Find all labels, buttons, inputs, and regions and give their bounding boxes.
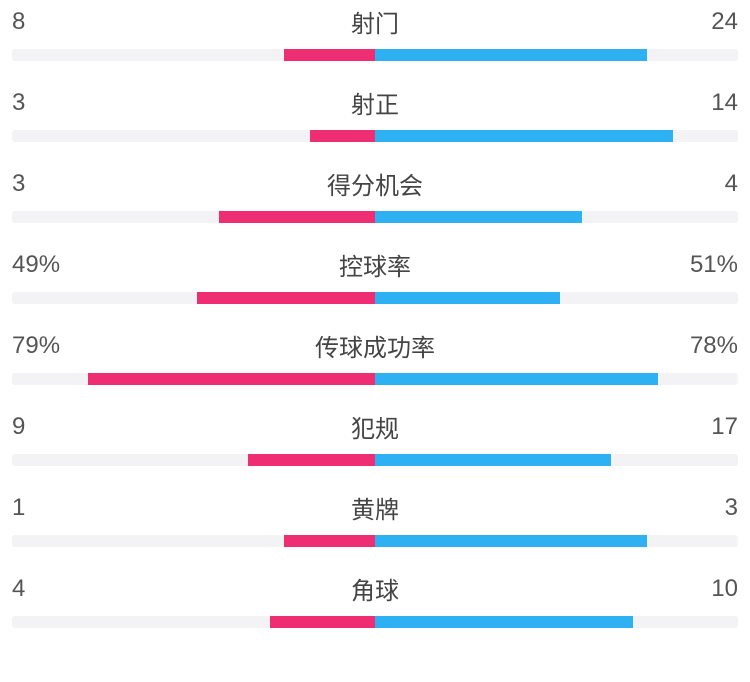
stat-bar-left-track [12,292,375,304]
stat-header: 3得分机会4 [12,166,738,201]
stat-right-value: 14 [678,89,738,117]
stat-bar-right-track [375,130,738,142]
stat-right-value: 3 [678,494,738,522]
stat-bar-left-fill [284,535,375,547]
stat-header: 49%控球率51% [12,247,738,282]
stat-left-value: 3 [12,89,72,117]
stat-bar [12,535,738,547]
stat-label: 传球成功率 [72,328,678,363]
stat-bar-left-fill [88,373,375,385]
stat-bar-right-fill [375,130,673,142]
stat-header: 3射正14 [12,85,738,120]
stat-bar-right-track [375,49,738,61]
stat-bar-left-fill [270,616,375,628]
stat-label: 射正 [72,85,678,120]
stat-row: 79%传球成功率78% [12,328,738,385]
stat-label: 黄牌 [72,490,678,525]
stat-bar-right-track [375,373,738,385]
stat-bar-left-fill [310,130,375,142]
stat-label: 射门 [72,4,678,39]
stat-bar [12,211,738,223]
stat-bar-left-fill [248,454,375,466]
stat-bar-left-track [12,616,375,628]
stat-left-value: 1 [12,494,72,522]
stat-row: 8射门24 [12,4,738,61]
stat-bar [12,616,738,628]
stat-bar-left-track [12,49,375,61]
stat-row: 1黄牌3 [12,490,738,547]
stat-left-value: 3 [12,170,72,198]
stat-header: 9犯规17 [12,409,738,444]
stat-bar [12,130,738,142]
stat-right-value: 10 [678,575,738,603]
stat-label: 得分机会 [72,166,678,201]
stat-label: 控球率 [72,247,678,282]
stat-right-value: 51% [678,251,738,279]
stat-bar-right-fill [375,292,560,304]
stat-bar-left-fill [197,292,375,304]
stat-row: 3射正14 [12,85,738,142]
stat-bar-right-track [375,535,738,547]
stat-right-value: 24 [678,8,738,36]
stat-bar-right-fill [375,616,633,628]
stat-bar-left-track [12,454,375,466]
stat-bar [12,292,738,304]
stat-bar-left-track [12,130,375,142]
stat-right-value: 78% [678,332,738,360]
stat-row: 4角球10 [12,571,738,628]
stat-bar-right-track [375,211,738,223]
stat-bar [12,373,738,385]
stat-bar-right-track [375,616,738,628]
stat-bar-right-fill [375,211,582,223]
stat-bar-right-fill [375,454,611,466]
match-stats-panel: 8射门243射正143得分机会449%控球率51%79%传球成功率78%9犯规1… [0,0,750,664]
stat-bar-right-track [375,292,738,304]
stat-left-value: 9 [12,413,72,441]
stat-bar-left-track [12,373,375,385]
stat-left-value: 4 [12,575,72,603]
stat-bar-right-track [375,454,738,466]
stat-row: 49%控球率51% [12,247,738,304]
stat-left-value: 79% [12,332,72,360]
stat-bar-left-fill [284,49,375,61]
stat-label: 角球 [72,571,678,606]
stat-left-value: 49% [12,251,72,279]
stat-header: 79%传球成功率78% [12,328,738,363]
stat-header: 1黄牌3 [12,490,738,525]
stat-bar [12,454,738,466]
stat-label: 犯规 [72,409,678,444]
stat-header: 4角球10 [12,571,738,606]
stat-row: 3得分机会4 [12,166,738,223]
stat-right-value: 4 [678,170,738,198]
stat-row: 9犯规17 [12,409,738,466]
stat-header: 8射门24 [12,4,738,39]
stat-bar-right-fill [375,535,647,547]
stat-bar-right-fill [375,373,658,385]
stat-right-value: 17 [678,413,738,441]
stat-bar-right-fill [375,49,647,61]
stat-left-value: 8 [12,8,72,36]
stat-bar [12,49,738,61]
stat-bar-left-track [12,535,375,547]
stat-bar-left-fill [219,211,375,223]
stat-bar-left-track [12,211,375,223]
